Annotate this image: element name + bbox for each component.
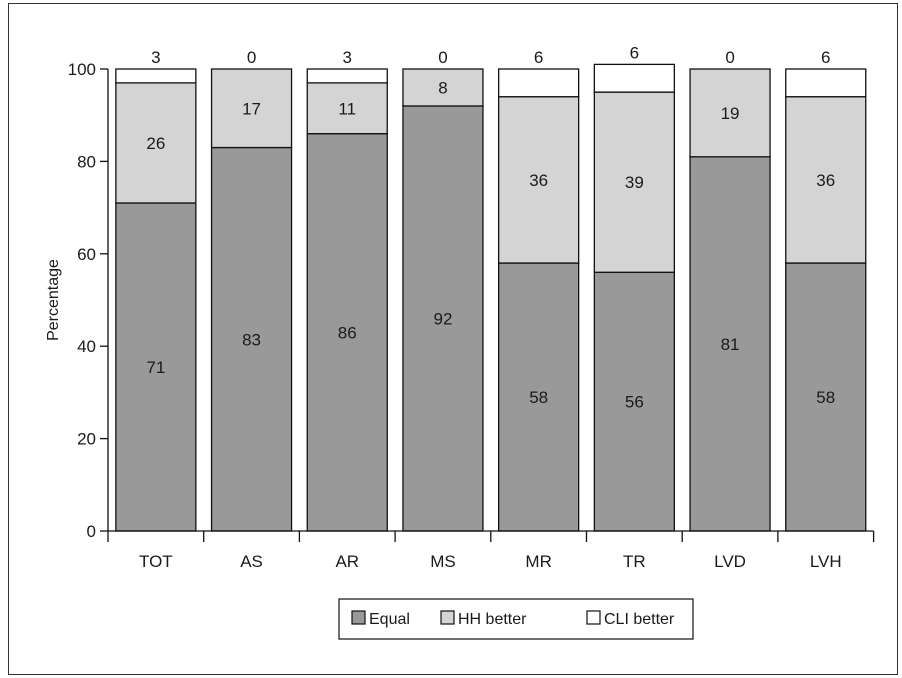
bar-label-lvd-cli-better: 0 xyxy=(725,48,734,67)
x-tick-label-lvh: LVH xyxy=(810,552,842,571)
y-tick-label: 0 xyxy=(87,522,96,541)
bar-segment-mr-equal xyxy=(497,262,580,532)
bar-label-tot-cli-better: 3 xyxy=(151,48,160,67)
y-tick-label: 100 xyxy=(68,60,96,79)
legend-box xyxy=(338,598,694,640)
bar-label-tr-equal: 56 xyxy=(625,393,644,412)
x-tick-label-ms: MS xyxy=(430,552,456,571)
bar-segment-ar-cli-better xyxy=(306,68,388,84)
legend: Equal HH better CLI better xyxy=(338,598,694,640)
bar-segment-tr-cli-better xyxy=(593,63,675,93)
bar-segment-tr-equal xyxy=(593,271,675,532)
bar-label-lvd-hh-better: 19 xyxy=(721,104,740,123)
bar-label-lvh-hh-better: 36 xyxy=(816,171,835,190)
legend-swatch-equal xyxy=(351,610,366,625)
bar-label-as-hh-better: 17 xyxy=(242,99,261,118)
bar-label-as-cli-better: 0 xyxy=(247,48,256,67)
bar-label-as-equal: 83 xyxy=(242,330,261,349)
y-tick-label: 60 xyxy=(77,245,96,264)
bar-segment-lvh-equal xyxy=(785,262,867,532)
bar-segment-lvh-cli-better xyxy=(785,68,867,98)
y-tick-label: 80 xyxy=(77,152,96,171)
legend-label-equal: Equal xyxy=(369,611,410,628)
bar-segment-lvd-equal xyxy=(689,156,771,532)
x-tick-label-lvd: LVD xyxy=(714,552,746,571)
bar-segment-tr-hh-better xyxy=(593,91,675,273)
bar-segment-mr-cli-better xyxy=(497,68,580,98)
bar-label-tot-hh-better: 26 xyxy=(146,134,165,153)
bar-label-lvh-cli-better: 6 xyxy=(821,48,830,67)
bar-segment-lvd-hh-better xyxy=(689,68,771,158)
bars-group xyxy=(115,63,867,532)
bar-segment-ms-equal xyxy=(402,105,484,532)
bar-label-ar-cli-better: 3 xyxy=(343,48,352,67)
bar-label-mr-equal: 58 xyxy=(529,388,548,407)
bar-label-ms-hh-better: 8 xyxy=(438,78,447,97)
legend-label-hh-better: HH better xyxy=(458,611,527,628)
bar-segment-ar-hh-better xyxy=(306,82,388,135)
legend-swatch-hh-better xyxy=(440,610,455,625)
legend-label-cli-better: CLI better xyxy=(604,611,675,628)
bar-segment-as-hh-better xyxy=(210,68,293,149)
y-axis-title: Percentage xyxy=(45,259,62,341)
x-tick-label-as: AS xyxy=(240,552,263,571)
bar-label-ar-hh-better: 11 xyxy=(338,99,356,118)
bar-segment-ms-hh-better xyxy=(402,68,484,107)
bar-label-tr-hh-better: 39 xyxy=(625,173,644,192)
bar-label-tr-cli-better: 6 xyxy=(630,43,639,62)
bar-label-mr-hh-better: 36 xyxy=(529,171,548,190)
x-tick-label-tot: TOT xyxy=(139,552,173,571)
x-tick-label-ar: AR xyxy=(335,552,359,571)
bar-label-ar-equal: 86 xyxy=(338,323,357,342)
legend-swatch-cli-better xyxy=(586,610,601,625)
chart-frame xyxy=(8,3,898,675)
axes-group: TOT AS AR MS MR TR LVD LVH 0 20 40 60 80 100 xyxy=(68,60,875,571)
y-tick-label: 40 xyxy=(77,337,96,356)
bar-label-lvd-equal: 81 xyxy=(721,335,740,354)
bar-label-ms-equal: 92 xyxy=(433,309,452,328)
y-tick-label: 20 xyxy=(77,430,96,449)
bar-segment-tot-cli-better xyxy=(115,68,197,84)
bar-label-mr-cli-better: 6 xyxy=(534,48,543,67)
x-tick-label-mr: MR xyxy=(525,552,551,571)
bar-label-ms-cli-better: 0 xyxy=(438,48,447,67)
bar-label-lvh-equal: 58 xyxy=(816,388,835,407)
bar-segment-tot-hh-better xyxy=(115,82,197,204)
bar-segment-mr-hh-better xyxy=(497,96,580,264)
bar-label-tot-equal: 71 xyxy=(146,358,165,377)
x-tick-label-tr: TR xyxy=(623,552,646,571)
